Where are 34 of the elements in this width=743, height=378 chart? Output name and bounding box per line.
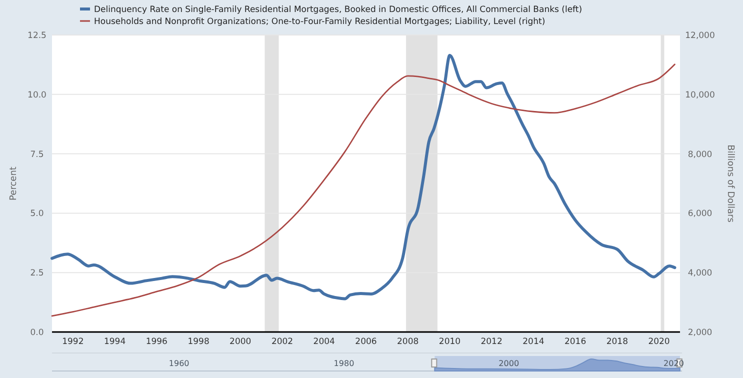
y-axis-title: Percent — [9, 166, 19, 200]
y-tick-label: 7.5 — [30, 150, 44, 160]
x-tick-label: 2014 — [522, 337, 544, 347]
y2-tick-label: 6,000 — [688, 209, 712, 220]
x-tick-label: 1980 — [334, 359, 354, 368]
x-tick-label: 2000 — [230, 337, 252, 347]
y2-axis-title: Billions of Dollars — [725, 144, 735, 223]
x-tick-label: 1992 — [62, 337, 84, 347]
y-tick-label: 10.0 — [28, 90, 46, 100]
x-tick-label: 2018 — [606, 337, 628, 347]
y-tick-label: 5.0 — [30, 209, 44, 220]
y-tick-label: 12.5 — [28, 31, 46, 41]
y2-tick-label: 8,000 — [688, 150, 712, 160]
x-tick-label: 2002 — [271, 337, 294, 347]
x-tick-label: 2000 — [498, 359, 520, 368]
y-tick-label: 2.5 — [30, 268, 44, 279]
legend-label: Delinquency Rate on Single-Family Residential Mortgages, Booked in Domestic Offices, All Commercial Banks (left) — [94, 5, 582, 15]
x-tick-label: 2006 — [355, 337, 377, 347]
y-tick-label: 0.0 — [30, 328, 44, 338]
x-tick-label: 2004 — [313, 337, 335, 347]
x-tick-label: 2008 — [397, 337, 419, 347]
x-tick-label: 1998 — [188, 337, 210, 347]
y2-tick-label: 4,000 — [688, 268, 712, 279]
legend-label: Households and Nonprofit Organizations; One-to-Four-Family Residential Mortgages; Liability, Level (right) — [94, 17, 546, 27]
x-tick-label: 2012 — [480, 337, 502, 347]
x-tick-label: 1996 — [146, 337, 168, 347]
y2-tick-label: 12,000 — [685, 31, 715, 41]
y2-tick-label: 10,000 — [685, 90, 715, 100]
x-tick-label: 1960 — [168, 359, 190, 368]
x-tick-label: 2010 — [438, 337, 461, 347]
x-tick-label: 2016 — [564, 337, 586, 347]
x-tick-label: 1994 — [104, 337, 126, 347]
x-tick-label: 2020 — [648, 337, 670, 347]
y2-tick-label: 2,000 — [688, 328, 712, 338]
